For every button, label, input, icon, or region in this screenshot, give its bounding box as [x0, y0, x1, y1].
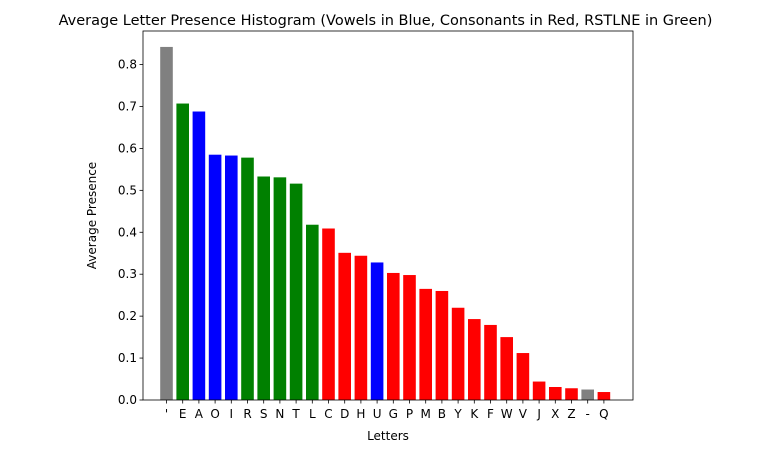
- bars: [160, 46, 611, 401]
- x-tick-label-6: S: [260, 407, 268, 421]
- x-tick-label-5: R: [243, 407, 251, 421]
- y-tick-label-4: 0.4: [118, 225, 137, 239]
- x-tick-label-8: T: [291, 407, 300, 421]
- x-tick-label-18: Y: [453, 407, 462, 421]
- plot-frame: [142, 30, 634, 401]
- x-tick-label-25: Z: [567, 407, 575, 421]
- x-tick-label-15: P: [406, 407, 413, 421]
- x-tick-label-20: F: [487, 407, 494, 421]
- y-tick-label-8: 0.8: [118, 58, 137, 72]
- bar-10: [322, 228, 335, 400]
- bar-15: [403, 275, 416, 400]
- bar-16: [419, 288, 432, 400]
- bar-12: [354, 255, 368, 400]
- y-tick-label-0: 0.0: [118, 393, 137, 407]
- bar-17: [435, 290, 449, 400]
- x-tick-label-22: V: [519, 407, 528, 421]
- x-tick-label-21: W: [501, 407, 513, 421]
- y-tick-label-1: 0.1: [118, 351, 137, 365]
- bar-6: [257, 176, 270, 400]
- x-tick-label-23: J: [536, 407, 541, 421]
- bar-27: [597, 392, 611, 400]
- bar-13: [370, 262, 384, 400]
- x-tick-label-27: Q: [599, 407, 608, 421]
- bar-19: [468, 319, 481, 400]
- x-tick-label-2: A: [195, 407, 204, 421]
- bar-24: [549, 387, 562, 400]
- y-axis-label: Average Presence: [85, 162, 99, 269]
- y-tick-label-5: 0.5: [118, 183, 137, 197]
- x-tick-label-10: C: [324, 407, 332, 421]
- bar-14: [387, 272, 400, 400]
- y-tick-label-3: 0.3: [118, 267, 137, 281]
- x-tick-label-7: N: [275, 407, 284, 421]
- chart-title: Average Letter Presence Histogram (Vowel…: [59, 13, 713, 29]
- bar-18: [451, 307, 465, 400]
- x-tick-label-17: B: [438, 407, 446, 421]
- bar-26: [581, 389, 594, 400]
- x-tick-label-11: D: [340, 407, 349, 421]
- bar-23: [532, 381, 546, 400]
- x-tick-label-0: ': [165, 407, 168, 421]
- x-tick-label-4: I: [230, 407, 234, 421]
- bar-4: [225, 155, 238, 400]
- bar-3: [208, 154, 222, 400]
- bar-1: [176, 103, 189, 400]
- x-tick-label-13: U: [373, 407, 382, 421]
- bar-22: [516, 353, 530, 400]
- x-tick-label-9: L: [309, 407, 316, 421]
- y-tick-label-2: 0.2: [118, 309, 137, 323]
- x-tick-label-26: -: [586, 407, 590, 421]
- y-tick-label-7: 0.7: [118, 99, 137, 113]
- bar-9: [306, 224, 319, 400]
- bar-2: [192, 111, 206, 400]
- x-axis-label: Letters: [367, 429, 409, 443]
- x-tick-label-14: G: [389, 407, 398, 421]
- bar-20: [484, 324, 497, 400]
- x-axis: ' E A O I R S N T L C D H U G P M B Y K F W V J X Z - Q: [165, 400, 609, 421]
- x-tick-label-16: M: [421, 407, 431, 421]
- bar-5: [241, 157, 254, 400]
- x-tick-label-24: X: [551, 407, 559, 421]
- bar-0: [160, 46, 173, 401]
- bar-8: [289, 183, 303, 400]
- bar-21: [500, 337, 513, 400]
- y-axis: 0.0 0.1 0.2 0.3 0.4 0.5 0.6 0.7 0.8: [118, 58, 143, 407]
- x-tick-label-1: E: [179, 407, 187, 421]
- x-tick-label-12: H: [356, 407, 365, 421]
- y-tick-label-6: 0.6: [118, 141, 137, 155]
- bar-7: [273, 177, 287, 400]
- x-tick-label-3: O: [210, 407, 219, 421]
- bar-11: [338, 252, 351, 400]
- x-tick-label-19: K: [470, 407, 479, 421]
- plot-area: 0.0 0.1 0.2 0.3 0.4 0.5 0.6 0.7 0.8 ' E A O I R S N T L C D…: [118, 30, 634, 421]
- bar-25: [565, 388, 578, 400]
